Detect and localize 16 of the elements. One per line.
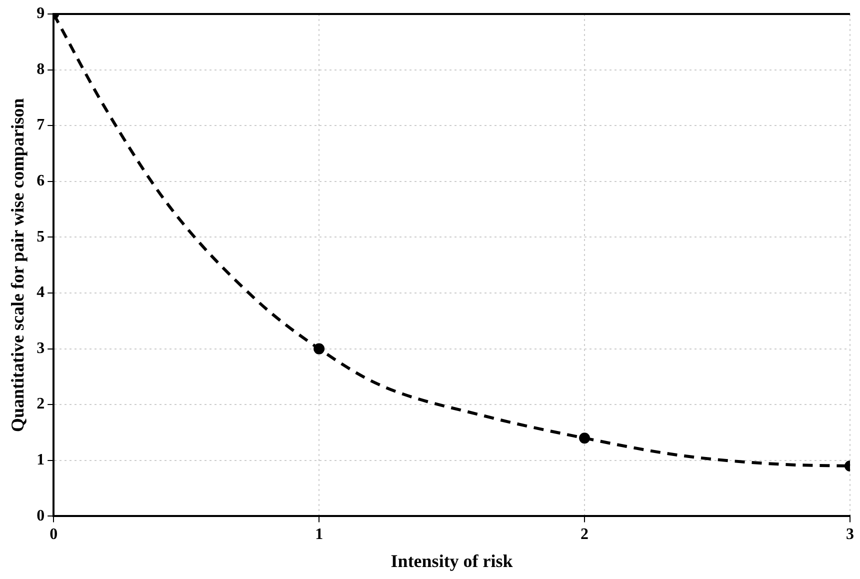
x-axis-title: Intensity of risk bbox=[390, 550, 513, 571]
y-tick-label: 4 bbox=[36, 284, 45, 302]
y-tick-label: 6 bbox=[36, 172, 45, 190]
y-tick-label: 0 bbox=[36, 507, 45, 524]
y-tick-label: 1 bbox=[36, 452, 45, 469]
x-tick-label: 1 bbox=[315, 526, 324, 543]
y-tick-label: 8 bbox=[36, 60, 45, 78]
y-tick-label: 9 bbox=[36, 5, 45, 22]
y-tick-label: 3 bbox=[36, 340, 45, 357]
y-axis-title: Quantitative scale for pair wise comparison bbox=[7, 98, 28, 432]
x-tick-label: 0 bbox=[50, 526, 58, 543]
y-tick-label: 7 bbox=[36, 116, 45, 134]
y-tick-label: 5 bbox=[36, 228, 45, 246]
x-tick-label: 2 bbox=[580, 526, 589, 543]
x-tick-label: 3 bbox=[846, 526, 854, 543]
y-tick-label: 2 bbox=[36, 396, 45, 413]
